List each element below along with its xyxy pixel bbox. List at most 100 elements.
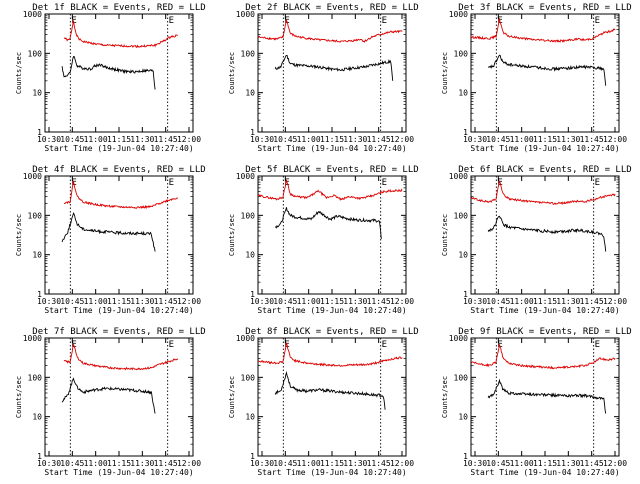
x-axis-label: Start Time (19-Jun-04 10:27:40) [257, 468, 406, 477]
y-tick-label: 1 [250, 452, 255, 461]
plot-title: Det 8f BLACK = Events, RED = LLD [245, 327, 418, 337]
event-marker-label: E [382, 16, 387, 26]
x-tick-label: 10:30 [463, 135, 487, 144]
x-axis-label: Start Time (19-Jun-04 10:27:40) [44, 468, 193, 477]
x-tick-label: 12:00 [177, 297, 201, 306]
events-series-line [61, 55, 156, 90]
event-marker-label: E [71, 16, 76, 26]
plot-title: Det 7f BLACK = Events, RED = LLD [32, 327, 205, 337]
plot-frame [257, 13, 407, 133]
x-tick-label: 11:30 [130, 297, 154, 306]
y-tick-label: 10 [458, 251, 468, 260]
lld-series-line [257, 18, 403, 43]
x-tick-label: 10:45 [60, 135, 84, 144]
x-axis-label: Start Time (19-Jun-04 10:27:40) [470, 468, 619, 477]
lld-series-line [63, 20, 179, 49]
x-tick-label: 11:15 [320, 459, 344, 468]
y-tick-label: 10 [32, 413, 42, 422]
lld-series-line [257, 179, 403, 201]
detector-plot: Det 8f BLACK = Events, RED = LLD 1 10 100 10… [228, 327, 419, 477]
y-tick-label: 10 [32, 89, 42, 98]
y-tick-label: 1000 [449, 334, 468, 343]
x-tick-label: 11:00 [84, 297, 108, 306]
x-tick-label: 11:15 [107, 297, 131, 306]
y-tick-label: 1 [250, 128, 255, 137]
event-marker-label: E [595, 16, 600, 26]
x-tick-label: 10:30 [37, 459, 61, 468]
plot-title: Det 5f BLACK = Events, RED = LLD [245, 165, 418, 175]
events-series-line [487, 378, 607, 414]
x-tick-label: 11:15 [107, 459, 131, 468]
y-axis-label: Counts/sec [228, 52, 236, 94]
event-marker-label: E [169, 178, 174, 188]
x-tick-label: 11:45 [367, 135, 391, 144]
x-tick-label: 11:30 [556, 297, 580, 306]
detector-plot: Det 7f BLACK = Events, RED = LLD 1 10 100 10… [15, 327, 206, 477]
y-tick-label: 100 [28, 211, 43, 220]
x-tick-label: 12:00 [603, 297, 627, 306]
lld-series-line [63, 343, 179, 371]
x-tick-label: 12:00 [177, 135, 201, 144]
x-tick-label: 10:45 [273, 459, 297, 468]
plot-frame [257, 175, 407, 295]
x-axis-label: Start Time (19-Jun-04 10:27:40) [44, 144, 193, 153]
y-tick-label: 1 [37, 290, 42, 299]
x-tick-label: 11:00 [84, 135, 108, 144]
x-tick-label: 11:30 [343, 135, 367, 144]
plot-title: Det 2f BLACK = Events, RED = LLD [245, 3, 418, 13]
y-tick-label: 1000 [236, 334, 255, 343]
plot-frame [44, 175, 194, 295]
x-tick-label: 10:45 [273, 297, 297, 306]
x-tick-label: 10:45 [486, 459, 510, 468]
y-axis-label: Counts/sec [441, 214, 449, 256]
x-tick-label: 10:30 [250, 297, 274, 306]
plot-title: Det 9f BLACK = Events, RED = LLD [458, 327, 631, 337]
x-tick-label: 11:00 [510, 135, 534, 144]
x-tick-label: 11:45 [154, 297, 178, 306]
event-marker-label: E [382, 340, 387, 350]
y-tick-label: 10 [245, 89, 255, 98]
x-tick-label: 11:45 [580, 459, 604, 468]
y-tick-label: 1 [463, 128, 468, 137]
detector-plot: Det 2f BLACK = Events, RED = LLD 1 10 100 10… [228, 3, 419, 153]
event-marker-label: E [595, 340, 600, 350]
y-tick-label: 1000 [23, 10, 42, 19]
y-tick-label: 100 [241, 211, 256, 220]
y-axis-label: Counts/sec [441, 376, 449, 418]
x-tick-label: 10:45 [486, 297, 510, 306]
x-tick-label: 11:15 [107, 135, 131, 144]
y-axis-label: Counts/sec [15, 214, 23, 256]
plot-title: Det 1f BLACK = Events, RED = LLD [32, 3, 205, 13]
events-series-line [487, 215, 607, 252]
y-tick-label: 100 [454, 211, 469, 220]
plot-title: Det 4f BLACK = Events, RED = LLD [32, 165, 205, 175]
x-tick-label: 11:00 [510, 297, 534, 306]
x-tick-label: 11:15 [533, 297, 557, 306]
lld-series-line [63, 180, 179, 210]
x-tick-label: 12:00 [603, 135, 627, 144]
events-series-line [487, 54, 607, 86]
detector-plot: Det 3f BLACK = Events, RED = LLD 1 10 100 10… [441, 3, 632, 153]
x-tick-label: 10:45 [60, 459, 84, 468]
x-tick-label: 10:30 [250, 459, 274, 468]
x-tick-label: 10:45 [486, 135, 510, 144]
x-tick-label: 10:30 [250, 135, 274, 144]
x-tick-label: 11:45 [154, 135, 178, 144]
y-tick-label: 1000 [449, 172, 468, 181]
x-tick-label: 11:30 [130, 135, 154, 144]
x-axis-label: Start Time (19-Jun-04 10:27:40) [44, 306, 193, 315]
x-tick-label: 10:30 [37, 135, 61, 144]
plot-frame [44, 337, 194, 457]
events-series-line [274, 207, 382, 240]
plot-frame [44, 13, 194, 133]
detector-plot: Det 5f BLACK = Events, RED = LLD 1 10 100 10… [228, 165, 419, 315]
event-marker-label: E [595, 178, 600, 188]
y-axis-label: Counts/sec [228, 214, 236, 256]
x-tick-label: 11:15 [533, 459, 557, 468]
plot-frame [257, 337, 407, 457]
y-tick-label: 1 [37, 452, 42, 461]
x-tick-label: 11:00 [297, 135, 321, 144]
y-tick-label: 1 [37, 128, 42, 137]
x-tick-label: 11:15 [320, 297, 344, 306]
